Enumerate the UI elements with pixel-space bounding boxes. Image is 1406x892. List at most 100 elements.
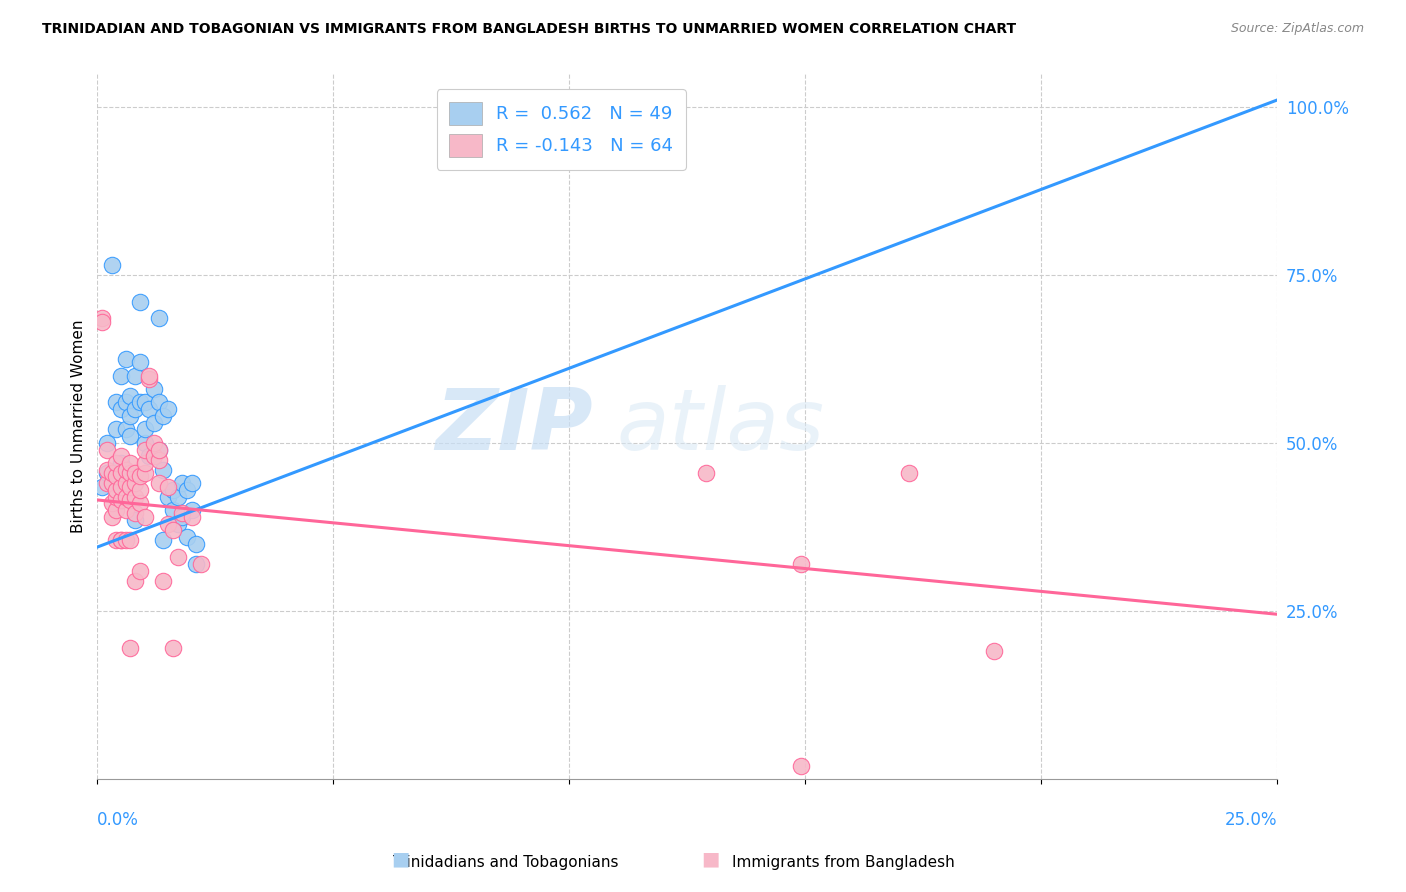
Point — [100, 509, 122, 524]
Point — [110, 402, 132, 417]
Point — [110, 466, 132, 480]
Point — [120, 533, 142, 548]
Point — [157, 490, 180, 504]
Point — [100, 496, 122, 510]
Text: 0.0%: 0.0% — [97, 811, 139, 829]
Point — [162, 523, 184, 537]
Point — [91, 479, 114, 493]
Point — [157, 516, 180, 531]
Point — [143, 382, 166, 396]
Point — [96, 476, 118, 491]
Text: ZIP: ZIP — [436, 384, 593, 467]
Point — [114, 395, 136, 409]
Y-axis label: Births to Unmarried Women: Births to Unmarried Women — [72, 319, 86, 533]
Point — [100, 476, 122, 491]
Text: 25.0%: 25.0% — [1225, 811, 1278, 829]
Point — [143, 416, 166, 430]
Point — [120, 409, 142, 423]
Point — [138, 372, 160, 386]
Point — [105, 533, 128, 548]
Point — [128, 395, 150, 409]
Point — [120, 479, 142, 493]
Point — [898, 466, 921, 480]
Point — [180, 509, 202, 524]
Text: Source: ZipAtlas.com: Source: ZipAtlas.com — [1230, 22, 1364, 36]
Point — [110, 368, 132, 383]
Point — [152, 463, 174, 477]
Point — [166, 516, 188, 531]
Point — [114, 422, 136, 436]
Point — [176, 483, 198, 497]
Point — [157, 402, 180, 417]
Point — [96, 466, 118, 480]
Point — [148, 442, 170, 457]
Point — [124, 466, 146, 480]
Point — [166, 550, 188, 565]
Point — [120, 456, 142, 470]
Point — [143, 435, 166, 450]
Text: atlas: atlas — [617, 384, 824, 467]
Point — [162, 503, 184, 517]
Point — [180, 476, 202, 491]
Point — [983, 644, 1005, 658]
Point — [143, 450, 166, 464]
Point — [124, 574, 146, 588]
Point — [148, 452, 170, 467]
Text: Trinidadians and Tobagonians: Trinidadians and Tobagonians — [394, 855, 619, 870]
Point — [114, 490, 136, 504]
Point — [124, 368, 146, 383]
Point — [172, 476, 194, 491]
Point — [134, 395, 156, 409]
Point — [110, 533, 132, 548]
Point — [105, 503, 128, 517]
Point — [162, 640, 184, 655]
Point — [105, 456, 128, 470]
Point — [128, 355, 150, 369]
Point — [186, 537, 208, 551]
Point — [105, 490, 128, 504]
Point — [100, 466, 122, 480]
Point — [176, 530, 198, 544]
Point — [138, 450, 160, 464]
Point — [114, 533, 136, 548]
Point — [128, 496, 150, 510]
Point — [105, 469, 128, 483]
Point — [96, 435, 118, 450]
Point — [120, 466, 142, 480]
Point — [100, 258, 122, 272]
Point — [148, 395, 170, 409]
Text: ■: ■ — [391, 849, 411, 868]
Point — [96, 442, 118, 457]
Point — [114, 503, 136, 517]
Point — [152, 574, 174, 588]
Text: TRINIDADIAN AND TOBAGONIAN VS IMMIGRANTS FROM BANGLADESH BIRTHS TO UNMARRIED WOM: TRINIDADIAN AND TOBAGONIAN VS IMMIGRANTS… — [42, 22, 1017, 37]
Point — [91, 311, 114, 326]
Point — [124, 476, 146, 491]
Point — [162, 483, 184, 497]
Point — [134, 456, 156, 470]
Point — [152, 409, 174, 423]
Text: Immigrants from Bangladesh: Immigrants from Bangladesh — [733, 855, 955, 870]
Point — [120, 389, 142, 403]
Point — [152, 533, 174, 548]
Point — [134, 435, 156, 450]
Point — [157, 479, 180, 493]
Point — [120, 640, 142, 655]
Text: ■: ■ — [700, 849, 720, 868]
Point — [134, 509, 156, 524]
Point — [105, 422, 128, 436]
Point — [105, 466, 128, 480]
Point — [128, 564, 150, 578]
Point — [110, 456, 132, 470]
Point — [124, 507, 146, 521]
Point — [134, 466, 156, 480]
Point — [128, 469, 150, 483]
Point — [148, 476, 170, 491]
Point — [124, 513, 146, 527]
Point — [180, 503, 202, 517]
Point — [186, 557, 208, 571]
Point — [134, 422, 156, 436]
Point — [100, 476, 122, 491]
Point — [110, 493, 132, 508]
Point — [124, 402, 146, 417]
